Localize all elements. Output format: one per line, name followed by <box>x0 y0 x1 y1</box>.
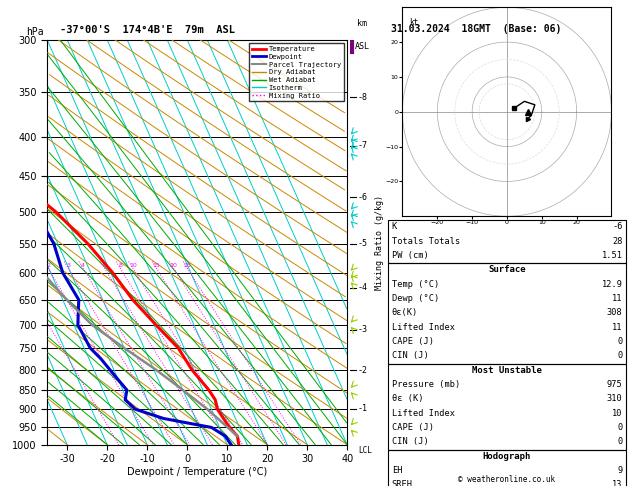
Text: -7: -7 <box>358 141 368 150</box>
Text: 4: 4 <box>81 263 85 268</box>
Legend: Temperature, Dewpoint, Parcel Trajectory, Dry Adiabat, Wet Adiabat, Isotherm, Mi: Temperature, Dewpoint, Parcel Trajectory… <box>249 43 343 101</box>
Text: CIN (J): CIN (J) <box>392 351 428 360</box>
Text: 3: 3 <box>66 263 70 268</box>
Text: kt: kt <box>409 18 419 27</box>
Text: Pressure (mb): Pressure (mb) <box>392 380 460 389</box>
Text: km: km <box>357 18 367 28</box>
Text: 10: 10 <box>612 409 623 417</box>
Text: 10: 10 <box>129 263 136 268</box>
Text: 0: 0 <box>618 337 623 346</box>
Text: Temp (°C): Temp (°C) <box>392 279 439 289</box>
Text: K: K <box>392 222 397 231</box>
Text: -3: -3 <box>358 325 368 334</box>
Text: 25: 25 <box>184 263 191 268</box>
Text: 31.03.2024  18GMT  (Base: 06): 31.03.2024 18GMT (Base: 06) <box>391 24 562 34</box>
Text: Lifted Index: Lifted Index <box>392 409 455 417</box>
Text: -8: -8 <box>358 93 368 102</box>
Text: Dewp (°C): Dewp (°C) <box>392 294 439 303</box>
Text: LCL: LCL <box>358 446 372 455</box>
Text: EH: EH <box>392 466 403 475</box>
Text: 15: 15 <box>153 263 160 268</box>
Text: CAPE (J): CAPE (J) <box>392 337 434 346</box>
Text: 8: 8 <box>118 263 122 268</box>
Text: 12.9: 12.9 <box>602 279 623 289</box>
Text: 0: 0 <box>618 351 623 360</box>
Text: ASL: ASL <box>355 42 370 51</box>
Text: 28: 28 <box>612 237 623 245</box>
Text: © weatheronline.co.uk: © weatheronline.co.uk <box>459 474 555 484</box>
Text: Hodograph: Hodograph <box>483 451 531 461</box>
Text: 308: 308 <box>607 308 623 317</box>
Text: 975: 975 <box>607 380 623 389</box>
Text: -6: -6 <box>612 222 623 231</box>
Text: 1.51: 1.51 <box>602 251 623 260</box>
Text: CIN (J): CIN (J) <box>392 437 428 446</box>
Text: Totals Totals: Totals Totals <box>392 237 460 245</box>
Text: θε (K): θε (K) <box>392 394 423 403</box>
Text: 20: 20 <box>170 263 177 268</box>
Text: -2: -2 <box>358 366 368 375</box>
Text: PW (cm): PW (cm) <box>392 251 428 260</box>
Text: 11: 11 <box>612 323 623 331</box>
Text: -4: -4 <box>358 283 368 292</box>
Text: θε(K): θε(K) <box>392 308 418 317</box>
Text: 6: 6 <box>103 263 106 268</box>
Text: 9: 9 <box>618 466 623 475</box>
Text: Lifted Index: Lifted Index <box>392 323 455 331</box>
Text: 13: 13 <box>612 480 623 486</box>
Text: 0: 0 <box>618 423 623 432</box>
X-axis label: Dewpoint / Temperature (°C): Dewpoint / Temperature (°C) <box>127 467 267 477</box>
Text: Surface: Surface <box>488 265 526 274</box>
Text: CAPE (J): CAPE (J) <box>392 423 434 432</box>
Text: -1: -1 <box>358 404 368 413</box>
Text: SREH: SREH <box>392 480 413 486</box>
Text: Most Unstable: Most Unstable <box>472 365 542 375</box>
Text: 11: 11 <box>612 294 623 303</box>
Text: 0: 0 <box>618 437 623 446</box>
Text: hPa: hPa <box>26 27 44 37</box>
Text: Mixing Ratio (g/kg): Mixing Ratio (g/kg) <box>376 195 384 290</box>
Text: 310: 310 <box>607 394 623 403</box>
Text: 2: 2 <box>47 263 50 268</box>
Text: -5: -5 <box>358 239 368 248</box>
Text: -37°00'S  174°4B'E  79m  ASL: -37°00'S 174°4B'E 79m ASL <box>60 25 235 35</box>
Text: -6: -6 <box>358 192 368 202</box>
